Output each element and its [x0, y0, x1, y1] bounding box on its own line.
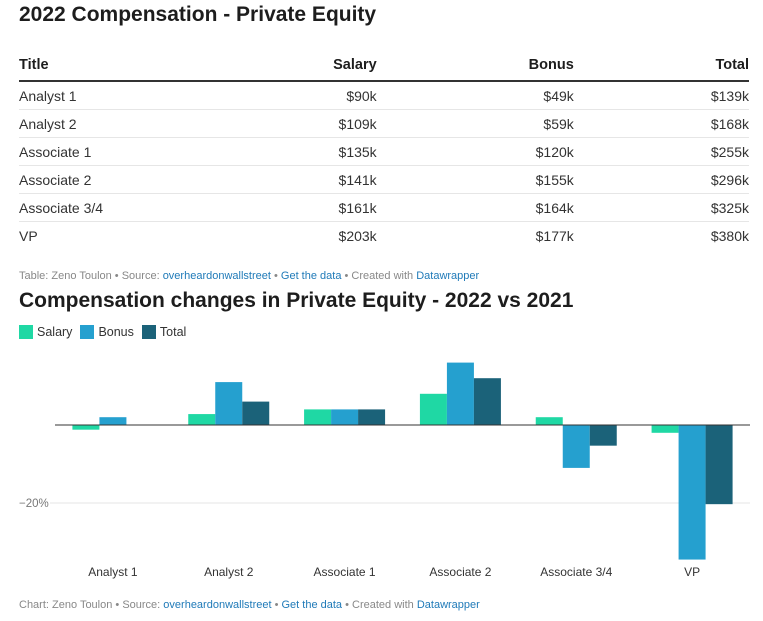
cell-title: VP — [19, 227, 38, 244]
footnote-separator: • — [270, 270, 281, 281]
table-row: Associate 3/4 $161k $164k $325k — [19, 193, 749, 222]
bar-bonus-analyst-1 — [99, 417, 127, 425]
cell-total: $255k — [573, 137, 749, 166]
cell-total: $325k — [573, 193, 749, 222]
x-tick-label: Associate 1 — [314, 565, 376, 579]
legend-label-salary: Salary — [37, 325, 73, 339]
x-tick-label: VP — [684, 565, 700, 579]
bar-total-associate-2 — [473, 378, 501, 425]
header-total: Total — [573, 51, 749, 82]
y-tick-label: −20% — [19, 498, 49, 510]
table-header-row: Title Salary Bonus Total — [19, 51, 749, 82]
bar-salary-vp — [651, 425, 679, 433]
legend-swatch-salary — [19, 325, 33, 339]
bar-bonus-analyst-2 — [215, 382, 243, 425]
cell-bonus: $59k — [376, 109, 574, 138]
table-row: VP $203k $177k $380k — [19, 222, 749, 250]
bar-salary-analyst-2 — [188, 414, 216, 425]
cell-bonus: $155k — [376, 165, 574, 194]
x-tick-label: Associate 3/4 — [540, 565, 612, 579]
cell-title: Associate 1 — [19, 137, 253, 166]
cell-title: Analyst 2 — [19, 109, 253, 138]
source-link[interactable]: overheardonwallstreet — [163, 599, 272, 611]
footnote-credit: Chart: Zeno Toulon • Source: — [19, 599, 164, 611]
cell-bonus: $164k — [376, 193, 574, 222]
x-tick-label: Associate 2 — [429, 565, 491, 579]
legend-swatch-total — [141, 325, 156, 339]
legend-label-bonus: Bonus — [98, 325, 134, 339]
footnote-separator: • — [271, 599, 282, 611]
cell-salary: $203k — [338, 227, 377, 244]
header-salary: Salary — [252, 51, 377, 82]
cell-bonus: $49k — [376, 81, 574, 110]
bar-total-analyst-2 — [242, 401, 270, 425]
chart-legend: Salary Bonus Total — [19, 325, 194, 339]
bar-total-associate-3-4 — [589, 425, 617, 446]
bar-salary-associate-1 — [304, 409, 332, 425]
bar-salary-analyst-1 — [72, 425, 100, 430]
header-bonus: Bonus — [376, 51, 574, 82]
source-link[interactable]: overheardonwallstreet — [162, 270, 271, 281]
bar-chart: −20% Analyst 1 Analyst 2 Associate 1 Associa… — [19, 362, 750, 579]
bar-salary-associate-2 — [419, 393, 447, 425]
legend-item-bonus: Bonus — [80, 325, 134, 339]
bar-salary-associate-3-4 — [535, 417, 563, 425]
cell-salary: $109k — [252, 109, 377, 138]
bar-total-vp — [705, 425, 733, 505]
legend-item-salary: Salary — [19, 325, 72, 339]
legend-swatch-bonus — [80, 325, 95, 339]
legend-item-total: Total — [141, 325, 187, 339]
cell-bonus: $120k — [376, 137, 574, 166]
cell-total: $296k — [573, 165, 749, 194]
compensation-table: Title Salary Bonus Total Analyst 1 $90k $4… — [19, 51, 749, 249]
table-row: Analyst 1 $90k $49k $139k — [19, 81, 749, 110]
footnote-created-with: • Created with — [342, 599, 417, 611]
bar-bonus-associate-3-4 — [562, 425, 590, 468]
table-title: 2022 Compensation - Private Equity — [19, 3, 377, 26]
chart-title: Compensation changes in Private Equity -… — [19, 289, 574, 312]
table-footnote: Table: Zeno Toulon • Source: overheardon… — [19, 270, 479, 281]
cell-title: Associate 3/4 — [19, 193, 253, 222]
table-row: Associate 1 $135k $120k $255k — [19, 137, 749, 166]
x-tick-label: Analyst 2 — [204, 565, 254, 579]
cell-title: Analyst 1 — [19, 81, 253, 110]
cell-total: $139k — [573, 81, 749, 110]
datawrapper-link[interactable]: Datawrapper — [416, 270, 480, 281]
bar-total-associate-1 — [358, 409, 386, 425]
bar-bonus-vp — [678, 425, 706, 560]
cell-salary: $141k — [252, 165, 377, 194]
x-tick-label: Analyst 1 — [88, 565, 138, 579]
get-data-link[interactable]: Get the data — [280, 270, 342, 281]
cell-salary: $90k — [252, 81, 377, 110]
datawrapper-link[interactable]: Datawrapper — [416, 599, 480, 611]
bar-bonus-associate-2 — [446, 362, 474, 425]
cell-bonus: $177k — [535, 227, 574, 244]
cell-salary: $161k — [252, 193, 377, 222]
cell-total: $168k — [573, 109, 749, 138]
header-title: Title — [19, 51, 253, 82]
cell-total: $380k — [710, 227, 749, 244]
chart-footnote: Chart: Zeno Toulon • Source: overheardon… — [19, 599, 480, 611]
footnote-created-with: • Created with — [341, 270, 417, 281]
bar-bonus-associate-1 — [331, 409, 359, 425]
cell-title: Associate 2 — [19, 165, 253, 194]
cell-salary: $135k — [252, 137, 377, 166]
get-data-link[interactable]: Get the data — [281, 599, 343, 611]
footnote-credit: Table: Zeno Toulon • Source: — [19, 270, 163, 281]
table-row: Analyst 2 $109k $59k $168k — [19, 109, 749, 138]
table-row: Associate 2 $141k $155k $296k — [19, 165, 749, 194]
legend-label-total: Total — [159, 325, 187, 339]
